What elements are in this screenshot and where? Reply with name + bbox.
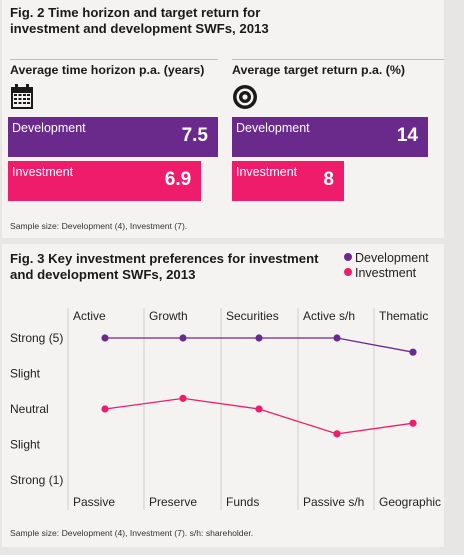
legend-development-label: Development xyxy=(355,251,429,265)
calendar-icon xyxy=(11,84,33,109)
return-bar-value-development: 14 xyxy=(396,125,418,146)
fig2-title-line2: investment and development SWFs, 2013 xyxy=(10,21,269,36)
return-bar-label-development: Development xyxy=(236,121,310,135)
fig2-title-line1: Fig. 2 Time horizon and target return fo… xyxy=(10,5,261,20)
fig2-title: Fig. 2 Time horizon and target return fo… xyxy=(10,5,269,37)
target-icon xyxy=(233,85,257,109)
y-tick-label: Strong (1) xyxy=(10,473,63,487)
y-tick-label: Strong (5) xyxy=(10,331,63,345)
horizon-bar-value-investment: 6.9 xyxy=(164,169,192,190)
horizon-bar-label-development: Development xyxy=(12,121,86,135)
legend-development: Development xyxy=(344,251,429,265)
top-label-active: Active xyxy=(73,309,106,323)
y-tick-label: Slight xyxy=(10,367,41,381)
return-bar-label-investment: Investment xyxy=(236,165,298,179)
y-tick-label: Slight xyxy=(10,438,41,452)
series-point-investment xyxy=(333,430,341,438)
fig2-left-rule xyxy=(10,59,218,60)
series-line-investment xyxy=(104,397,414,435)
bottom-label-funds: Funds xyxy=(226,495,259,509)
bottom-label-geographic: Geographic xyxy=(379,495,441,509)
top-label-thematic: Thematic xyxy=(379,309,428,323)
fig2-note: Sample size: Development (4), Investment… xyxy=(10,221,188,231)
series-point-investment xyxy=(179,394,187,402)
legend-investment-label: Investment xyxy=(355,266,417,280)
top-label-securities: Securities xyxy=(226,309,279,323)
series-point-investment xyxy=(409,419,417,427)
return-bar-value-investment: 8 xyxy=(323,169,334,190)
fig3-panel: Fig. 3 Key investment preferences for in… xyxy=(2,244,444,547)
series-point-investment xyxy=(255,405,263,413)
y-tick-label: Neutral xyxy=(10,402,49,416)
fig2-right-rule xyxy=(232,59,444,60)
bottom-label-passive: Passive xyxy=(73,495,115,509)
horizon-bar-value-development: 7.5 xyxy=(181,125,208,146)
series-point-investment xyxy=(101,405,109,413)
fig3-note: Sample size: Development (4), Investment… xyxy=(10,528,254,538)
fig2-panel: Fig. 2 Time horizon and target return fo… xyxy=(2,0,444,238)
series-point-development xyxy=(409,348,417,356)
return-bar-development: Development 14 xyxy=(232,117,428,157)
fig3-title: Fig. 3 Key investment preferences for in… xyxy=(10,251,319,283)
series-point-development xyxy=(333,334,341,342)
horizon-bar-label-investment: Investment xyxy=(12,165,74,179)
series-point-development xyxy=(255,334,263,342)
fig2-left-heading: Average time horizon p.a. (years) xyxy=(10,63,205,77)
legend-investment-marker xyxy=(344,268,352,276)
horizon-bar-development: Development 7.5 xyxy=(8,117,218,157)
top-label-active-s-h: Active s/h xyxy=(303,309,355,323)
fig3-title-line2: and development SWFs, 2013 xyxy=(10,267,196,282)
legend-development-marker xyxy=(344,253,352,261)
top-label-growth: Growth xyxy=(149,309,188,323)
preference-chart: Active Growth Securities Active s/h Thematic… xyxy=(10,308,441,510)
fig3-title-line1: Fig. 3 Key investment preferences for in… xyxy=(10,251,319,266)
return-bar-investment: Investment 8 xyxy=(232,161,344,201)
bottom-label-passive-s-h: Passive s/h xyxy=(303,495,364,509)
fig2-right-heading: Average target return p.a. (%) xyxy=(232,63,406,77)
bottom-label-preserve: Preserve xyxy=(149,495,197,509)
series-point-development xyxy=(101,334,109,342)
horizon-bar-investment: Investment 6.9 xyxy=(8,161,202,201)
series-point-development xyxy=(179,334,187,342)
legend-investment: Investment xyxy=(344,266,416,280)
